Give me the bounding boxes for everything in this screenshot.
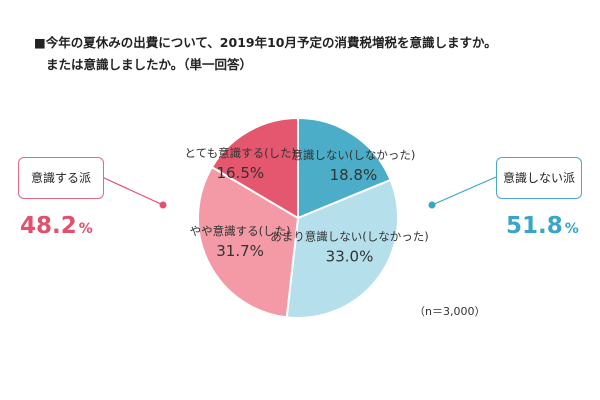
- pie-slice: [210, 116, 299, 220]
- slice-value-label: 16.5%: [216, 164, 264, 182]
- chart-title-line1: ■今年の夏休みの出費について、2019年10月予定の消費税増税を意識しますか。: [34, 35, 497, 50]
- group-tag-conscious: 意識する派: [18, 157, 104, 199]
- chart-title-line2: または意識しましたか。（単一回答）: [46, 57, 253, 72]
- right-group-connector-dot: [428, 201, 436, 209]
- left-group-connector: [101, 176, 164, 206]
- slice-label: やや意識する(した): [190, 224, 291, 238]
- group-total-conscious-value: 48.2: [20, 213, 77, 239]
- chart-title: ■今年の夏休みの出費について、2019年10月予定の消費税増税を意識しますか。 …: [34, 32, 594, 76]
- group-total-not-conscious: 51.8%: [506, 213, 579, 239]
- group-total-conscious-unit: %: [78, 221, 93, 237]
- group-total-conscious: 48.2%: [20, 213, 93, 239]
- left-group-connector-dot: [159, 201, 167, 209]
- slice-label: あまり意識しない(しなかった): [270, 229, 428, 243]
- pie-slice: [285, 178, 399, 319]
- slice-value-label: 31.7%: [216, 242, 264, 260]
- slice-value-label: 18.8%: [330, 166, 378, 184]
- slice-value-label: 33.0%: [326, 247, 374, 265]
- group-tag-not-conscious: 意識しない派: [496, 157, 582, 199]
- slice-label: とても意識する(した): [185, 146, 297, 160]
- slice-label: 意識しない(しなかった): [291, 148, 415, 162]
- sample-size-note: （n＝3,000）: [414, 305, 486, 318]
- right-group-connector: [431, 176, 497, 206]
- group-total-not-conscious-unit: %: [564, 221, 579, 237]
- pie-slice: [297, 116, 392, 220]
- group-total-not-conscious-value: 51.8: [506, 213, 563, 239]
- pie-slice: [197, 165, 300, 319]
